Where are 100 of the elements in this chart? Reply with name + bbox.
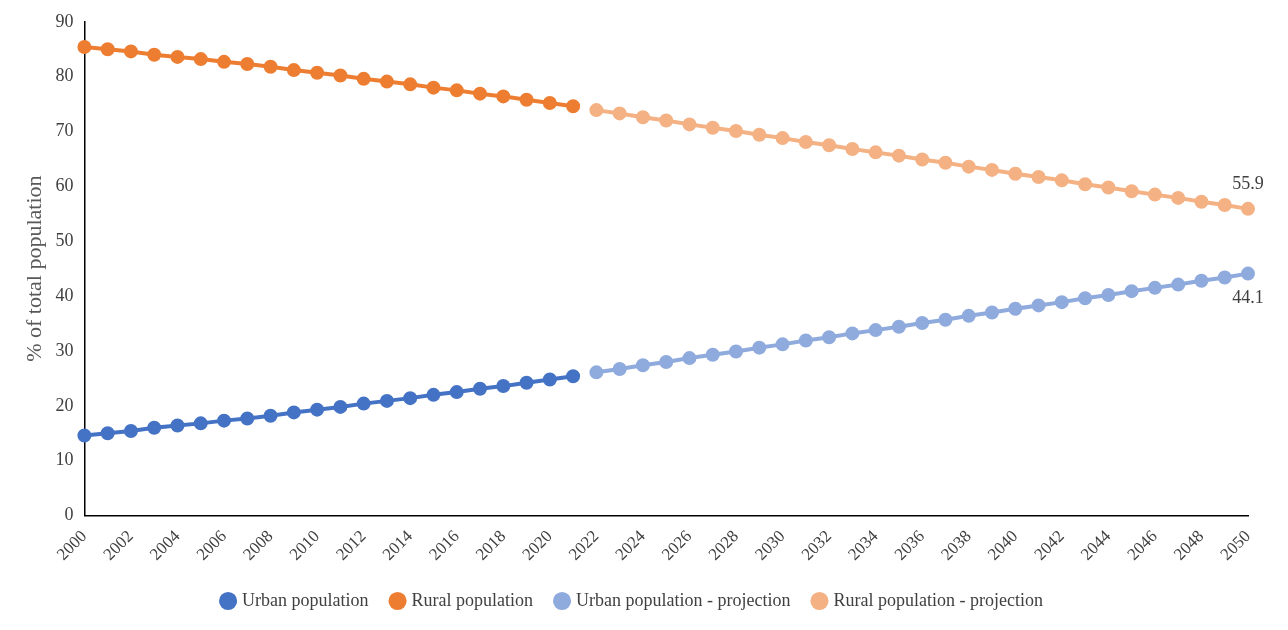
point bbox=[775, 131, 790, 146]
point bbox=[170, 49, 185, 64]
point bbox=[240, 57, 255, 72]
point bbox=[449, 385, 464, 400]
point bbox=[938, 155, 953, 170]
point bbox=[542, 95, 557, 110]
point bbox=[147, 420, 162, 435]
point bbox=[1241, 201, 1255, 216]
point bbox=[496, 89, 511, 104]
point bbox=[1101, 180, 1116, 195]
point bbox=[891, 148, 906, 163]
point bbox=[496, 379, 511, 394]
point bbox=[147, 47, 162, 62]
point bbox=[1054, 295, 1069, 310]
point bbox=[217, 413, 232, 428]
point bbox=[775, 337, 790, 352]
point bbox=[635, 110, 650, 125]
point bbox=[77, 428, 92, 443]
point bbox=[123, 424, 138, 439]
point bbox=[1124, 284, 1139, 299]
point bbox=[1078, 177, 1093, 192]
point bbox=[682, 351, 697, 366]
point bbox=[845, 326, 860, 341]
point bbox=[217, 54, 232, 69]
point bbox=[473, 86, 488, 101]
point bbox=[1101, 288, 1116, 302]
point bbox=[333, 68, 348, 83]
point bbox=[286, 63, 301, 78]
point bbox=[263, 59, 278, 74]
point bbox=[659, 113, 674, 128]
point bbox=[1147, 187, 1162, 202]
point bbox=[589, 103, 604, 118]
point bbox=[798, 134, 813, 149]
point bbox=[612, 362, 627, 377]
point bbox=[566, 369, 581, 384]
point bbox=[1031, 170, 1046, 185]
y-tick-label: 20 bbox=[55, 394, 74, 415]
point bbox=[426, 387, 441, 402]
point bbox=[403, 77, 418, 92]
point bbox=[961, 159, 976, 174]
point bbox=[426, 80, 441, 95]
point bbox=[519, 92, 534, 107]
point bbox=[542, 372, 557, 387]
point bbox=[659, 354, 674, 369]
point bbox=[100, 426, 115, 441]
point bbox=[938, 312, 953, 327]
point bbox=[333, 399, 348, 414]
legend-label: Urban population bbox=[242, 589, 369, 610]
point bbox=[612, 106, 627, 121]
point bbox=[356, 71, 371, 86]
point bbox=[822, 330, 837, 345]
point bbox=[682, 117, 697, 132]
y-tick-label: 10 bbox=[55, 449, 74, 470]
point bbox=[1194, 273, 1209, 288]
point bbox=[1241, 266, 1255, 281]
point bbox=[729, 344, 744, 359]
point bbox=[286, 405, 301, 420]
point bbox=[635, 358, 650, 373]
point bbox=[822, 138, 837, 153]
point bbox=[473, 381, 488, 396]
data-label: 55.9 bbox=[1232, 172, 1264, 193]
point bbox=[729, 123, 744, 138]
point bbox=[1008, 166, 1023, 181]
point bbox=[356, 396, 371, 411]
y-axis-title: % of total population bbox=[20, 175, 46, 362]
point bbox=[403, 391, 418, 406]
y-tick-label: 0 bbox=[64, 504, 74, 525]
point bbox=[1171, 190, 1186, 205]
point bbox=[1054, 173, 1069, 188]
point bbox=[1124, 184, 1139, 199]
legend-label: Rural population - projection bbox=[833, 589, 1043, 610]
point bbox=[449, 83, 464, 98]
point bbox=[193, 416, 208, 431]
point bbox=[379, 393, 394, 408]
point bbox=[705, 120, 720, 135]
point bbox=[310, 402, 325, 417]
legend-label: Rural population bbox=[411, 589, 534, 610]
point bbox=[1147, 280, 1162, 295]
point bbox=[1008, 301, 1023, 316]
point bbox=[77, 40, 92, 55]
data-label: 44.1 bbox=[1232, 287, 1264, 308]
point bbox=[961, 308, 976, 323]
point bbox=[193, 52, 208, 67]
point bbox=[705, 347, 720, 362]
point bbox=[519, 375, 534, 390]
point bbox=[263, 408, 278, 423]
point bbox=[566, 99, 581, 114]
point bbox=[589, 365, 604, 380]
point bbox=[1194, 194, 1209, 209]
y-tick-label: 60 bbox=[55, 175, 74, 196]
point bbox=[985, 162, 1000, 177]
y-tick-label: 70 bbox=[55, 120, 74, 141]
point bbox=[985, 305, 1000, 320]
y-tick-label: 50 bbox=[55, 229, 74, 250]
point bbox=[1031, 298, 1046, 313]
point bbox=[1078, 291, 1093, 306]
legend-label: Urban population - projection bbox=[576, 589, 791, 610]
point bbox=[310, 65, 325, 80]
point bbox=[868, 145, 883, 160]
point bbox=[170, 418, 185, 433]
